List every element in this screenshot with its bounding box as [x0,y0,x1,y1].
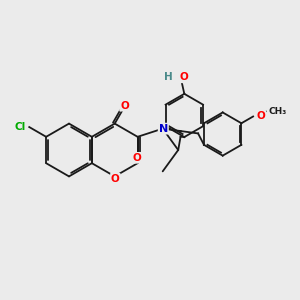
Text: O: O [257,111,266,121]
Text: CH₃: CH₃ [269,107,287,116]
Text: O: O [133,153,141,163]
Text: O: O [120,101,129,111]
Text: O: O [111,174,120,184]
Text: O: O [179,72,188,82]
Text: H: H [164,72,173,82]
Text: N: N [159,124,168,134]
Text: Cl: Cl [15,122,26,132]
